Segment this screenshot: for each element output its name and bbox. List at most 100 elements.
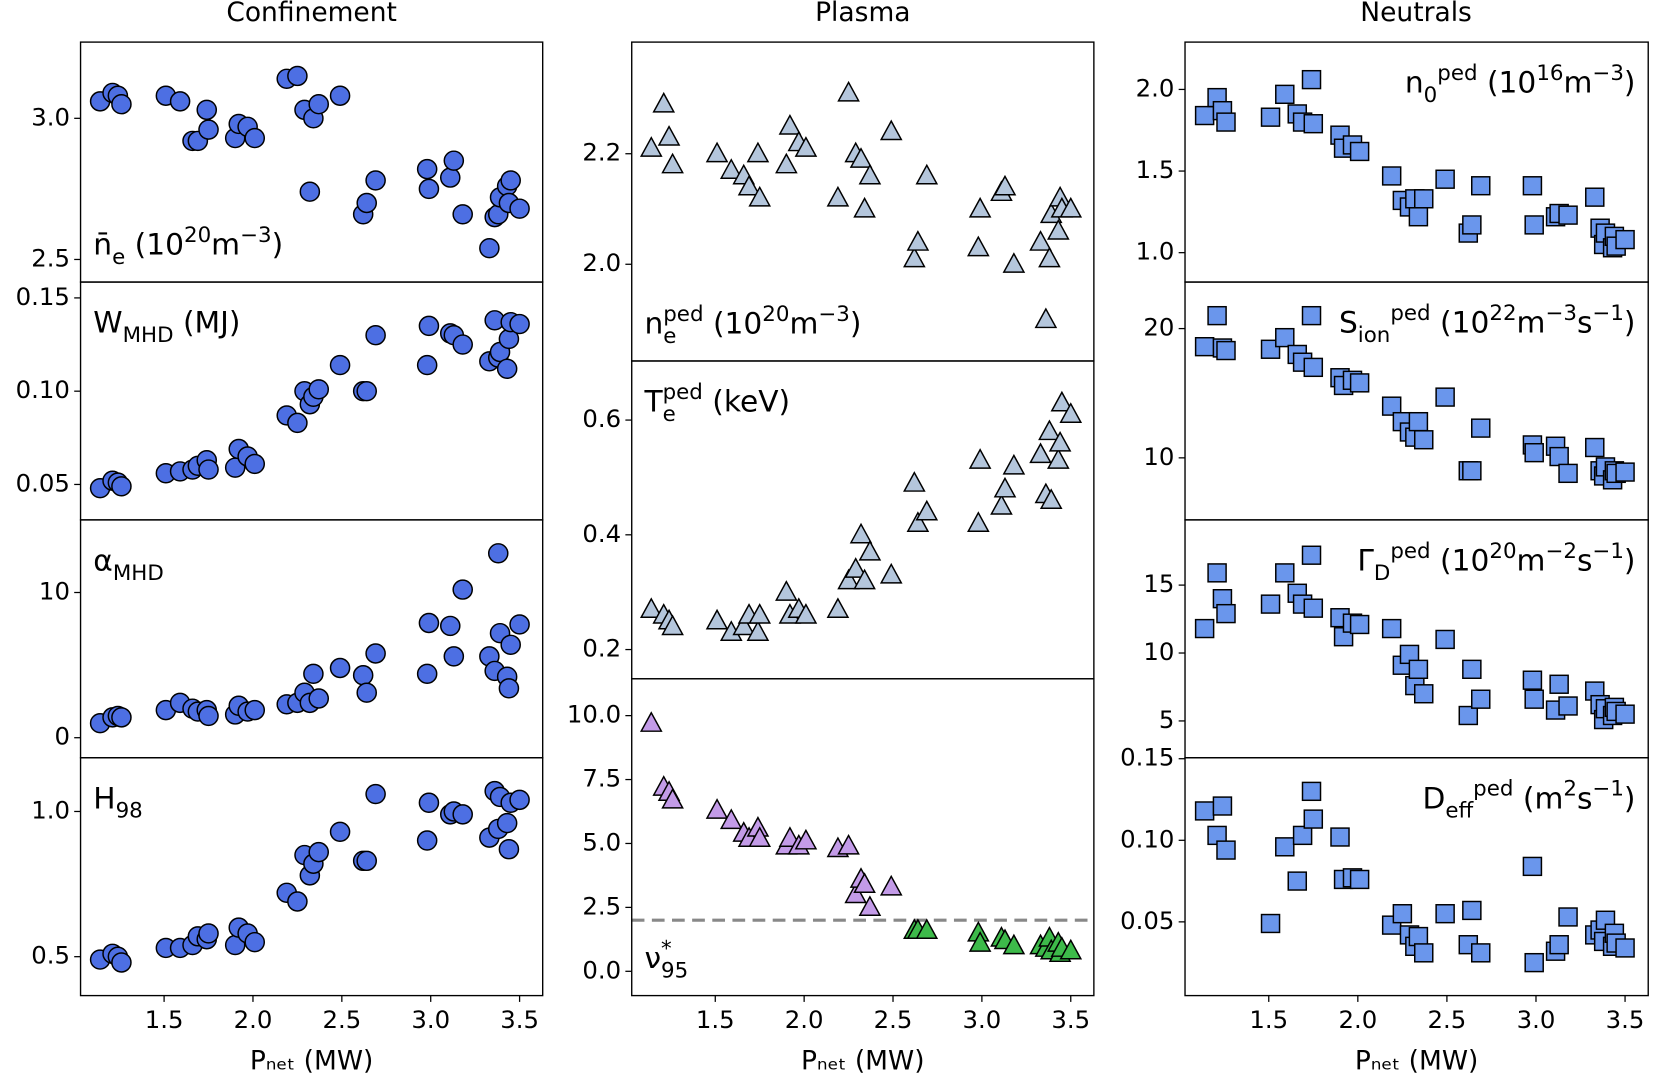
- label-part: m: [1517, 306, 1546, 340]
- x-axis-label: Pₙₑₜ (MW): [250, 1045, 373, 1076]
- point: [198, 923, 219, 944]
- label-part: (10: [1431, 306, 1490, 340]
- label-part: 98: [116, 799, 143, 824]
- point: [365, 170, 386, 191]
- x-tick-label: 1.5: [1249, 1005, 1288, 1034]
- point: [1034, 307, 1058, 329]
- point: [329, 85, 351, 106]
- label-part: W: [93, 306, 122, 340]
- point: [1558, 205, 1578, 225]
- point: [1471, 689, 1491, 709]
- label-part: *: [661, 937, 672, 962]
- point: [661, 787, 684, 809]
- label-part: 0: [1424, 83, 1438, 108]
- label-part: ): [272, 228, 284, 262]
- point: [849, 522, 873, 544]
- point: [906, 511, 930, 532]
- x-tick-label: 3.0: [963, 1005, 1002, 1034]
- point: [1303, 114, 1324, 134]
- point: [365, 783, 386, 805]
- y-tick-label: 3.0: [31, 102, 70, 131]
- point: [1050, 390, 1074, 412]
- point: [1462, 900, 1482, 921]
- point: [737, 174, 761, 196]
- y-tick-label: 2.0: [1136, 73, 1175, 102]
- point: [308, 688, 330, 709]
- panel: 10 20: [1143, 313, 1186, 471]
- x-tick-label: 3.5: [500, 1005, 539, 1034]
- point: [356, 850, 378, 872]
- label-part: n: [644, 307, 663, 341]
- y-tick-label: 0.2: [582, 634, 621, 663]
- point: [1194, 801, 1215, 821]
- panel: 0.2 0.4 0.6: [582, 404, 632, 663]
- point: [1615, 704, 1635, 724]
- point: [1524, 442, 1544, 463]
- point: [1059, 938, 1083, 960]
- point: [967, 511, 990, 532]
- y-tick-label: 0.6: [582, 404, 621, 433]
- x-tick-label: 2.0: [785, 1005, 824, 1034]
- point: [853, 196, 876, 218]
- panel-frame: [79, 519, 544, 759]
- y-tick-label: 0.05: [16, 469, 70, 498]
- label-part: (10: [125, 228, 184, 262]
- point: [639, 136, 663, 157]
- point: [1349, 141, 1370, 162]
- point: [1275, 327, 1295, 348]
- point: [356, 380, 378, 402]
- y-tick-label: 2.5: [582, 891, 621, 920]
- point: [968, 448, 992, 469]
- point: [1207, 563, 1227, 583]
- y-tick-label: 0.05: [1120, 906, 1174, 935]
- label-part: ped: [663, 302, 703, 327]
- panel-label: n0ped (1016m−3): [1405, 61, 1636, 108]
- label-part: −3: [240, 223, 271, 248]
- panel-label: Teped (keV): [643, 380, 790, 427]
- point: [1194, 105, 1215, 126]
- x-axis-label: Pₙₑₜ (MW): [801, 1045, 924, 1076]
- point: [1207, 305, 1227, 326]
- point: [826, 597, 850, 619]
- y-tick-label: 15: [1143, 569, 1174, 598]
- panel-frame: [631, 360, 1095, 680]
- point: [719, 808, 743, 830]
- y-tick-label: 0.15: [16, 282, 70, 311]
- point: [968, 931, 992, 952]
- point: [1522, 176, 1543, 196]
- point: [1303, 598, 1324, 618]
- point: [1194, 337, 1215, 357]
- column-title: Neutrals: [1360, 0, 1472, 28]
- point: [1330, 827, 1350, 847]
- point: [356, 682, 378, 703]
- y-tick-label: 20: [1143, 313, 1174, 342]
- point: [1558, 907, 1578, 927]
- point: [509, 789, 530, 811]
- panel-label: Sionped (1022m−3s−1): [1339, 301, 1636, 348]
- point: [1524, 689, 1544, 709]
- point: [1435, 629, 1455, 650]
- point: [287, 412, 308, 434]
- point: [1413, 189, 1434, 209]
- point: [1303, 357, 1324, 378]
- point: [111, 952, 132, 973]
- y-tick-label: 2.5: [31, 244, 70, 273]
- panel-frame: [631, 678, 1095, 997]
- point: [496, 812, 518, 834]
- label-part: m: [1517, 544, 1546, 578]
- y-tick-label: 10: [1143, 442, 1174, 471]
- point: [903, 246, 926, 268]
- point: [487, 543, 509, 564]
- point: [1585, 187, 1605, 207]
- point: [1002, 453, 1026, 475]
- point: [1381, 618, 1402, 639]
- point: [1287, 871, 1308, 891]
- panel-label: αMHD: [93, 544, 164, 586]
- point: [418, 792, 440, 813]
- point: [198, 119, 219, 140]
- point: [657, 125, 681, 146]
- point: [1275, 84, 1295, 105]
- point: [849, 147, 873, 168]
